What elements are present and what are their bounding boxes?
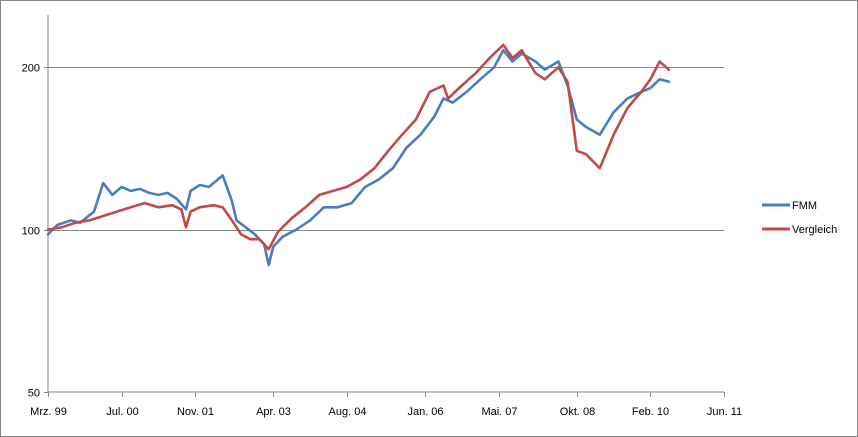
legend-label-fmm: FMM: [792, 200, 817, 212]
x-tick-label: Jun. 11: [707, 406, 742, 418]
x-tick-label: Feb. 10: [632, 406, 669, 418]
x-tick-label: Okt. 08: [560, 406, 595, 418]
series-lines: [46, 43, 671, 267]
legend: FMM Vergleich: [762, 200, 837, 236]
gridlines: [48, 67, 724, 231]
x-tick-label: Jan. 06: [407, 406, 443, 418]
series-line-vergleich: [46, 43, 671, 251]
y-axis-ticks: 50 100 200: [22, 63, 48, 400]
y-tick-label: 200: [22, 63, 40, 75]
legend-label-vergleich: Vergleich: [792, 224, 837, 236]
x-tick-label: Nov. 01: [177, 406, 214, 418]
x-tick-label: Mai. 07: [481, 406, 517, 418]
x-tick-label: Jul. 00: [106, 406, 138, 418]
x-tick-label: Aug. 04: [329, 406, 367, 418]
x-axis-ticks: Mrz. 99 Jul. 00 Nov. 01 Apr. 03 Aug. 04 Jan. …: [30, 392, 742, 418]
y-tick-label: 100: [22, 226, 40, 238]
series-line-fmm: [46, 49, 671, 267]
x-tick-label: Mrz. 99: [30, 406, 67, 418]
x-tick-label: Apr. 03: [256, 406, 291, 418]
y-tick-label: 50: [28, 388, 40, 400]
